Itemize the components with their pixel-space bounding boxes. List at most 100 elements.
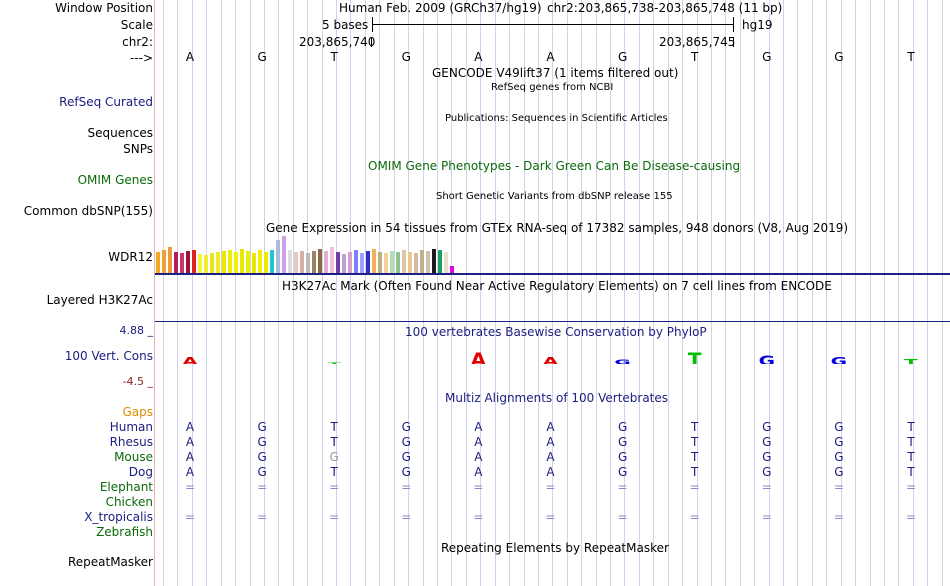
coord-right: 203,865,745 [659, 35, 736, 49]
gtex-tissue-bar[interactable] [318, 249, 322, 273]
species-label-dog[interactable]: Dog [128, 465, 153, 479]
gtex-tissue-bar[interactable] [312, 251, 316, 273]
alignment-base: T [330, 435, 338, 449]
gencode-track-title[interactable]: GENCODE V49lift37 (1 items filtered out) [432, 66, 679, 80]
gtex-tissue-bar[interactable] [426, 251, 430, 273]
repeatmasker-label[interactable]: RepeatMasker [67, 555, 153, 569]
gtex-tissue-bar[interactable] [330, 247, 334, 273]
multiz-track-title[interactable]: Multiz Alignments of 100 Vertebrates [445, 391, 669, 405]
refseq-label[interactable]: RefSeq Curated [59, 95, 153, 109]
alignment-base: G [762, 465, 772, 479]
gtex-tissue-bar[interactable] [438, 250, 442, 273]
gtex-tissue-bar[interactable] [384, 253, 388, 273]
position-range[interactable]: chr2:203,865,738-203,865,748 (11 bp) [547, 1, 783, 15]
grid-line [322, 0, 323, 586]
alignment-base: = [617, 510, 628, 524]
gtex-tissue-bar[interactable] [396, 252, 400, 273]
gtex-tissue-bar[interactable] [378, 252, 382, 273]
gtex-tissue-bar[interactable] [342, 254, 346, 273]
omim-label[interactable]: OMIM Genes [77, 173, 153, 187]
gtex-gene-label[interactable]: WDR12 [108, 250, 153, 264]
grid-line [278, 0, 279, 586]
gtex-tissue-bar[interactable] [264, 252, 268, 273]
species-label-chicken[interactable]: Chicken [105, 495, 153, 509]
gtex-tissue-bar[interactable] [360, 253, 364, 273]
scale-bar-left-tick [372, 17, 373, 32]
gtex-tissue-bar[interactable] [354, 250, 358, 273]
gtex-tissue-bar[interactable] [174, 252, 178, 273]
omim-track-title[interactable]: OMIM Gene Phenotypes - Dark Green Can Be… [368, 159, 741, 173]
gtex-tissue-bar[interactable] [444, 252, 448, 273]
gtex-tissue-bar[interactable] [258, 250, 262, 273]
gtex-tissue-bar[interactable] [192, 250, 196, 273]
gtex-track-title[interactable]: Gene Expression in 54 tissues from GTEx … [266, 221, 849, 235]
h3k27ac-track-title[interactable]: H3K27Ac Mark (Often Found Near Active Re… [282, 279, 832, 293]
gtex-tissue-bar[interactable] [270, 250, 274, 273]
phylop-logo-t: T [687, 350, 702, 364]
scale-bar-right-tick [733, 17, 734, 32]
refseq-track-title[interactable]: RefSeq genes from NCBI [491, 82, 614, 93]
gtex-tissue-bar[interactable] [240, 249, 244, 273]
gtex-tissue-bar[interactable] [252, 253, 256, 273]
gtex-tissue-bar[interactable] [348, 252, 352, 273]
sequences-label[interactable]: Sequences [87, 126, 153, 140]
alignment-base: A [546, 465, 555, 479]
gtex-tissue-bar[interactable] [222, 251, 226, 273]
alignment-base: G [401, 450, 411, 464]
gtex-tissue-bar[interactable] [234, 252, 238, 273]
gtex-tissue-bar[interactable] [294, 252, 298, 273]
snps-label[interactable]: SNPs [123, 142, 153, 156]
publications-track-title[interactable]: Publications: Sequences in Scientific Ar… [445, 113, 668, 124]
species-label-human[interactable]: Human [109, 420, 153, 434]
grid-line [552, 0, 553, 586]
gtex-tissue-bar[interactable] [168, 247, 172, 273]
reference-base: G [834, 50, 844, 64]
phylop-track-title[interactable]: 100 vertebrates Basewise Conservation by… [405, 325, 707, 339]
gtex-tissue-bar[interactable] [300, 251, 304, 273]
gtex-tissue-bar[interactable] [372, 249, 376, 273]
gtex-tissue-bar[interactable] [306, 253, 310, 273]
alignment-base: = [184, 480, 196, 494]
gtex-tissue-bar[interactable] [432, 249, 436, 273]
gtex-tissue-bar[interactable] [450, 266, 454, 273]
species-label-zebrafish[interactable]: Zebrafish [96, 525, 153, 539]
repeatmasker-track-title[interactable]: Repeating Elements by RepeatMasker [441, 541, 669, 555]
gtex-tissue-bar[interactable] [180, 253, 184, 273]
gtex-tissue-bar[interactable] [282, 236, 286, 273]
gtex-tissue-bar[interactable] [186, 251, 190, 273]
gtex-tissue-bar[interactable] [336, 252, 340, 273]
gtex-tissue-bar[interactable] [402, 250, 406, 273]
gtex-bar-chart[interactable] [156, 236, 536, 273]
gtex-tissue-bar[interactable] [414, 253, 418, 273]
gtex-tissue-bar[interactable] [276, 240, 280, 273]
gtex-tissue-bar[interactable] [408, 252, 412, 273]
gtex-tissue-bar[interactable] [216, 252, 220, 273]
species-label-x_tropicalis[interactable]: X_tropicalis [84, 510, 153, 524]
grid-line [163, 0, 164, 586]
gtex-tissue-bar[interactable] [228, 250, 232, 273]
phylop-label[interactable]: 100 Vert. Cons [64, 349, 153, 363]
gtex-tissue-bar[interactable] [420, 250, 424, 273]
species-label-mouse[interactable]: Mouse [114, 450, 153, 464]
scale-bar [372, 24, 733, 25]
gtex-tissue-bar[interactable] [390, 251, 394, 273]
gtex-tissue-bar[interactable] [162, 250, 166, 273]
dbsnp-track-title[interactable]: Short Genetic Variants from dbSNP releas… [436, 191, 673, 202]
gtex-tissue-bar[interactable] [324, 251, 328, 273]
gtex-tissue-bar[interactable] [288, 250, 292, 273]
gtex-tissue-bar[interactable] [204, 255, 208, 273]
gtex-tissue-bar[interactable] [210, 253, 214, 273]
species-label-elephant[interactable]: Elephant [99, 480, 153, 494]
gtex-tissue-bar[interactable] [246, 251, 250, 273]
gtex-tissue-bar[interactable] [156, 252, 160, 273]
h3k27ac-label[interactable]: Layered H3K27Ac [46, 293, 153, 307]
alignment-base: = [761, 510, 772, 524]
grid-line [394, 0, 395, 586]
species-label-rhesus[interactable]: Rhesus [109, 435, 153, 449]
alignment-base: T [691, 420, 699, 434]
gtex-tissue-bar[interactable] [198, 254, 202, 273]
alignment-base: A [546, 435, 555, 449]
gtex-tissue-bar[interactable] [366, 251, 370, 273]
dbsnp-label[interactable]: Common dbSNP(155) [23, 204, 153, 218]
alignment-base: G [401, 435, 411, 449]
